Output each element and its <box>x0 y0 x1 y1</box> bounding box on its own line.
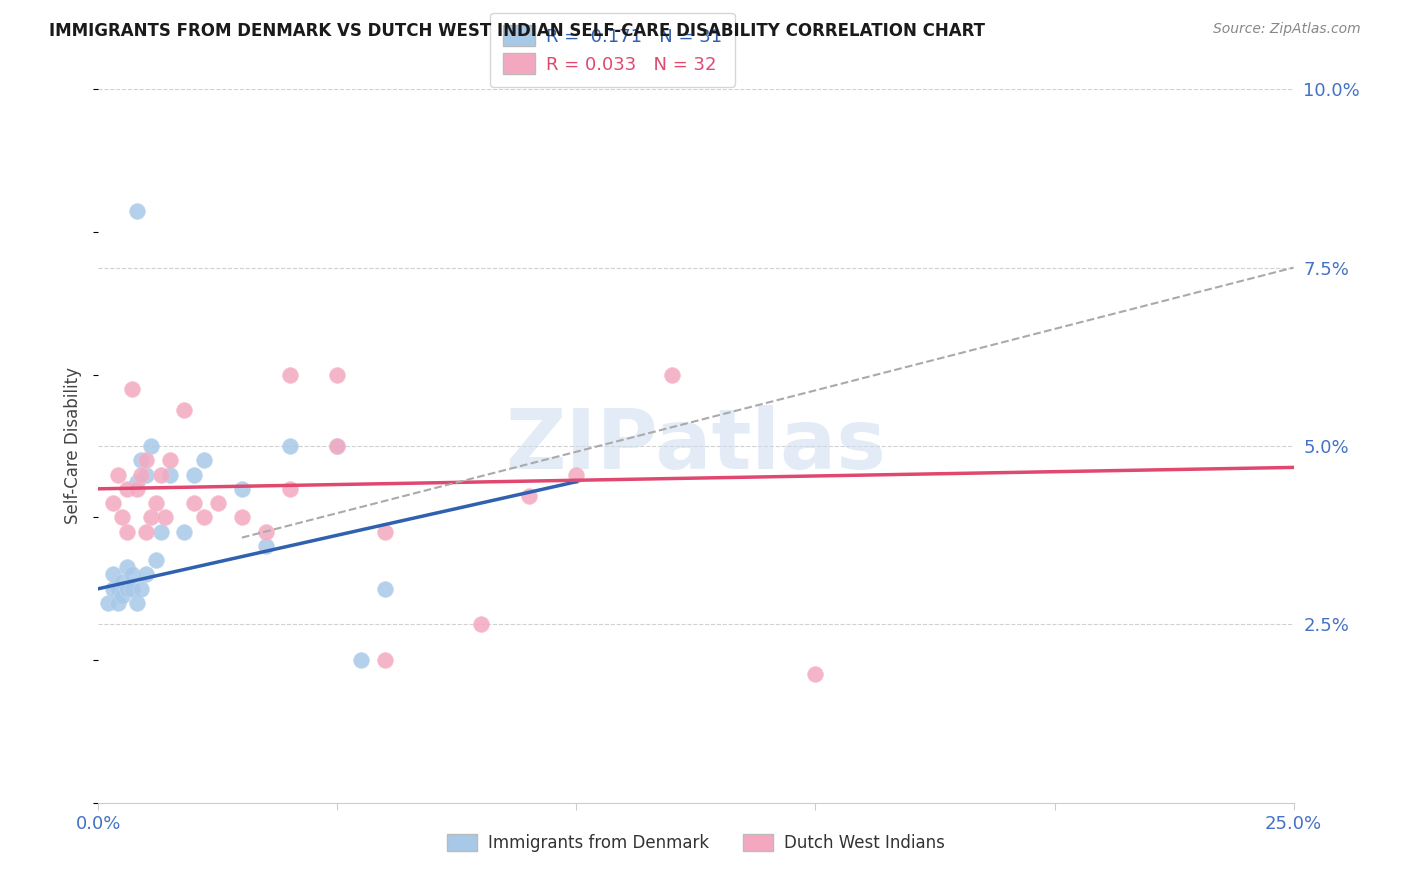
Point <box>121 582 143 596</box>
Point <box>374 524 396 539</box>
Point <box>661 368 683 382</box>
Point <box>111 574 134 589</box>
Point <box>173 403 195 417</box>
Point <box>135 467 157 482</box>
Point <box>107 467 129 482</box>
Point <box>804 667 827 681</box>
Point <box>97 596 120 610</box>
Point <box>115 560 138 574</box>
Point <box>278 482 301 496</box>
Point <box>326 368 349 382</box>
Point <box>231 510 253 524</box>
Point <box>135 453 157 467</box>
Point <box>326 439 349 453</box>
Point <box>115 482 138 496</box>
Point <box>145 496 167 510</box>
Point <box>183 496 205 510</box>
Point <box>173 524 195 539</box>
Point <box>139 510 162 524</box>
Point <box>278 439 301 453</box>
Point <box>131 467 153 482</box>
Point <box>155 510 177 524</box>
Point <box>125 475 148 489</box>
Point <box>101 496 124 510</box>
Point <box>517 489 540 503</box>
Point <box>145 553 167 567</box>
Point <box>131 582 153 596</box>
Text: IMMIGRANTS FROM DENMARK VS DUTCH WEST INDIAN SELF-CARE DISABILITY CORRELATION CH: IMMIGRANTS FROM DENMARK VS DUTCH WEST IN… <box>49 22 986 40</box>
Point <box>565 467 588 482</box>
Text: ZIPatlas: ZIPatlas <box>506 406 886 486</box>
Point <box>107 582 129 596</box>
Legend: Immigrants from Denmark, Dutch West Indians: Immigrants from Denmark, Dutch West Indi… <box>440 827 952 859</box>
Point <box>125 203 148 218</box>
Point <box>149 467 172 482</box>
Point <box>231 482 253 496</box>
Point <box>121 382 143 396</box>
Point <box>149 524 172 539</box>
Point <box>374 653 396 667</box>
Point <box>125 596 148 610</box>
Point <box>131 453 153 467</box>
Point <box>254 539 277 553</box>
Point <box>350 653 373 667</box>
Point <box>111 589 134 603</box>
Point <box>135 567 157 582</box>
Point <box>125 482 148 496</box>
Point <box>193 510 215 524</box>
Point <box>254 524 277 539</box>
Point <box>470 617 492 632</box>
Point <box>115 582 138 596</box>
Point <box>121 567 143 582</box>
Point <box>135 524 157 539</box>
Point <box>183 467 205 482</box>
Text: Source: ZipAtlas.com: Source: ZipAtlas.com <box>1213 22 1361 37</box>
Point <box>139 439 162 453</box>
Point <box>159 453 181 467</box>
Point <box>193 453 215 467</box>
Point <box>101 567 124 582</box>
Point <box>111 510 134 524</box>
Point <box>374 582 396 596</box>
Point <box>207 496 229 510</box>
Point <box>278 368 301 382</box>
Point <box>326 439 349 453</box>
Y-axis label: Self-Care Disability: Self-Care Disability <box>65 368 83 524</box>
Point <box>101 582 124 596</box>
Point <box>115 524 138 539</box>
Point <box>159 467 181 482</box>
Point <box>107 596 129 610</box>
